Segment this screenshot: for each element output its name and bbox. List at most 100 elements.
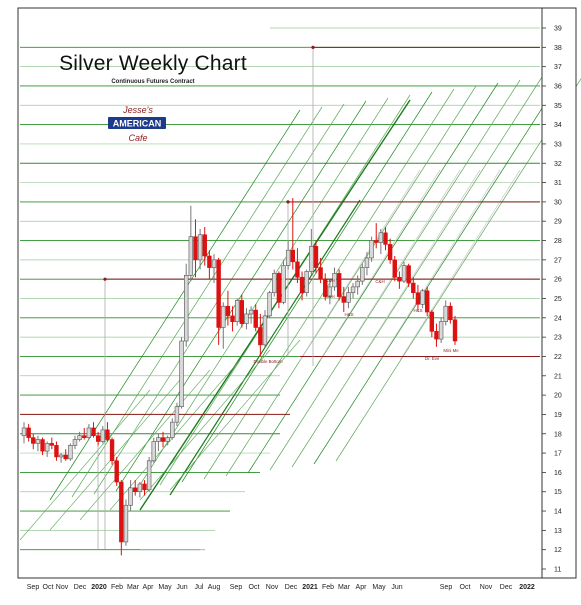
candle-body (332, 273, 337, 288)
candle-body (100, 429, 105, 442)
candle (318, 257, 323, 284)
candle (91, 422, 96, 438)
candle-body (165, 437, 170, 442)
candle (211, 254, 217, 284)
candle (179, 337, 184, 409)
channel-line (225, 85, 477, 477)
candle-body (77, 435, 82, 440)
candle-body (318, 267, 323, 280)
x-tick-label: May (158, 584, 172, 591)
y-tick-label: 22 (554, 354, 562, 361)
candle (31, 433, 36, 450)
resistance-dot (286, 200, 290, 204)
candle-body (105, 429, 110, 440)
candle (58, 453, 64, 463)
candle (202, 227, 207, 266)
candle (378, 228, 384, 255)
candle-body (290, 249, 295, 263)
resistance-dot (103, 277, 107, 281)
candle (387, 238, 393, 264)
candle (383, 227, 388, 251)
candle (415, 284, 421, 311)
candle (225, 290, 231, 326)
channel-line (79, 369, 211, 521)
y-tick-label: 33 (554, 141, 562, 148)
candle (165, 435, 170, 446)
candle (411, 277, 416, 299)
candle-body (248, 309, 254, 315)
candle (146, 456, 152, 492)
candle-body (26, 427, 31, 438)
candle-body (253, 309, 258, 328)
candle (327, 279, 333, 305)
candle-body (58, 454, 64, 458)
chart-annotation: C&H (325, 294, 334, 299)
y-tick-label: 34 (554, 122, 562, 129)
candle-body (133, 487, 138, 493)
candle-body (443, 305, 448, 322)
candle-body (355, 280, 360, 288)
x-tick-label: Dec (74, 584, 87, 591)
x-tick-label: Dec (285, 584, 298, 591)
channel-line (139, 99, 411, 511)
candle-body (281, 265, 286, 303)
candle (369, 236, 374, 262)
candle-body (429, 311, 435, 332)
x-tick-label: Nov (266, 584, 279, 591)
candle (184, 263, 189, 347)
candle (109, 437, 115, 465)
y-tick-label: 15 (554, 489, 562, 496)
candle-body (137, 483, 143, 493)
candle (323, 273, 328, 301)
candle (438, 317, 444, 343)
candle (35, 435, 41, 452)
candle (299, 271, 305, 301)
candle-body (72, 439, 78, 446)
candle-body (170, 421, 175, 438)
candle (21, 422, 27, 444)
candle-body (452, 319, 458, 342)
candle-body (360, 267, 365, 282)
candle-body (350, 286, 356, 294)
channel-line (115, 100, 367, 492)
x-tick-label: Apr (356, 584, 368, 591)
candle-body (86, 427, 92, 438)
channel-line (109, 359, 241, 511)
candle (332, 267, 337, 291)
y-tick-label: 25 (554, 296, 562, 303)
candle (63, 449, 68, 461)
x-tick-label: Mar (338, 584, 351, 591)
candle-body (91, 427, 96, 436)
x-tick-label: Dec (500, 584, 513, 591)
candle-body (82, 435, 87, 438)
y-tick-label: 30 (554, 199, 562, 206)
candle (114, 456, 119, 486)
candle-body (272, 273, 277, 294)
y-tick-label: 28 (554, 238, 562, 245)
logo-text-bottom: Cafe (128, 133, 147, 143)
candle-body (438, 321, 444, 340)
candle (68, 443, 73, 461)
candle (406, 263, 411, 287)
candle-body (142, 483, 147, 491)
y-tick-label: 39 (554, 26, 562, 33)
candle-body (285, 249, 291, 266)
candle-body (415, 292, 421, 305)
candle (434, 323, 439, 347)
candle (193, 219, 198, 278)
candle-body (387, 244, 393, 261)
y-tick-label: 27 (554, 257, 562, 264)
y-tick-label: 12 (554, 547, 562, 554)
candle-body (341, 296, 346, 303)
y-tick-label: 19 (554, 412, 562, 419)
x-tick-label: Oct (43, 584, 54, 591)
candle (170, 418, 175, 440)
candle-body (54, 445, 59, 458)
y-tick-label: 21 (554, 373, 562, 380)
candle (133, 480, 138, 496)
resistance-dot (311, 45, 315, 49)
candle (397, 271, 402, 289)
x-tick-label: Oct (249, 584, 260, 591)
candle-body (221, 305, 226, 328)
candle (429, 310, 435, 338)
